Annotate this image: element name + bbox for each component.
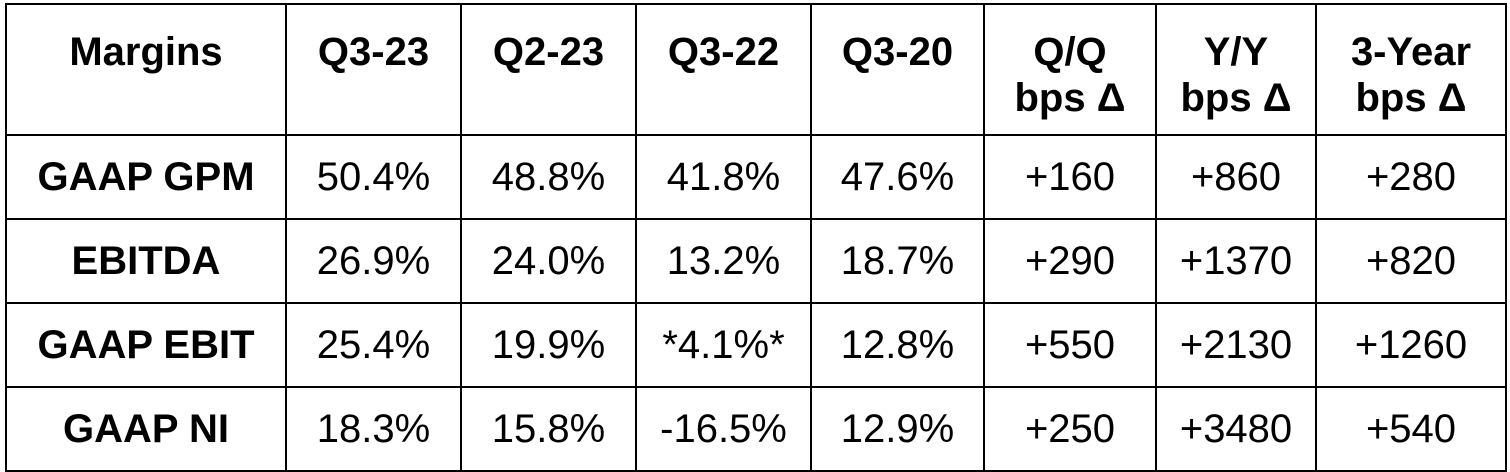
table-cell: 48.8%	[460, 134, 637, 220]
header-3year-bps: 3-Year bps Δ	[1315, 3, 1507, 136]
header-q3-23: Q3-23	[285, 3, 462, 136]
header-q3-20: Q3-20	[810, 3, 985, 136]
table-cell: +550	[983, 302, 1157, 388]
row-label: GAAP EBIT	[5, 302, 287, 388]
table-cell: +860	[1155, 134, 1317, 220]
header-label-line2: bps Δ	[1355, 76, 1467, 120]
table-cell: +1260	[1315, 302, 1507, 388]
table-cell: +250	[983, 386, 1157, 472]
row-label: GAAP GPM	[5, 134, 287, 220]
table-cell: +290	[983, 218, 1157, 304]
table-row: GAAP EBIT 25.4% 19.9% *4.1%* 12.8% +550 …	[5, 302, 1507, 388]
header-label: Q3-23	[317, 30, 430, 74]
header-qq-bps: Q/Q bps Δ	[983, 3, 1157, 136]
table-cell: +1370	[1155, 218, 1317, 304]
header-label: Y/Y	[1203, 30, 1269, 74]
table-cell: +2130	[1155, 302, 1317, 388]
row-label: EBITDA	[5, 218, 287, 304]
table-cell: 41.8%	[635, 134, 812, 220]
header-label: 3-Year	[1350, 30, 1472, 74]
table-cell: 18.7%	[810, 218, 985, 304]
table-cell: 26.9%	[285, 218, 462, 304]
table-cell: +3480	[1155, 386, 1317, 472]
header-q3-22: Q3-22	[635, 3, 812, 136]
table-cell: *4.1%*	[635, 302, 812, 388]
row-label: GAAP NI	[5, 386, 287, 472]
table-cell: 13.2%	[635, 218, 812, 304]
table-cell: -16.5%	[635, 386, 812, 472]
table-row: GAAP NI 18.3% 15.8% -16.5% 12.9% +250 +3…	[5, 386, 1507, 472]
table-cell: +160	[983, 134, 1157, 220]
header-label-line2: bps Δ	[1180, 76, 1292, 120]
table-row: EBITDA 26.9% 24.0% 13.2% 18.7% +290 +137…	[5, 218, 1507, 304]
header-label: Margins	[69, 30, 223, 74]
table-cell: 12.8%	[810, 302, 985, 388]
header-row: Margins Q3-23 Q2-23 Q3-22 Q3-20 Q/Q bps …	[5, 3, 1507, 136]
header-label: Q3-22	[667, 30, 780, 74]
header-yy-bps: Y/Y bps Δ	[1155, 3, 1317, 136]
header-label-line2: bps Δ	[1014, 76, 1126, 120]
header-label: Q2-23	[492, 30, 605, 74]
table-cell: 15.8%	[460, 386, 637, 472]
table-cell: 18.3%	[285, 386, 462, 472]
table-row: GAAP GPM 50.4% 48.8% 41.8% 47.6% +160 +8…	[5, 134, 1507, 220]
table-cell: 19.9%	[460, 302, 637, 388]
table-cell: 50.4%	[285, 134, 462, 220]
table-cell: 12.9%	[810, 386, 985, 472]
header-margins: Margins	[5, 3, 287, 136]
table-cell: +280	[1315, 134, 1507, 220]
margins-table: Margins Q3-23 Q2-23 Q3-22 Q3-20 Q/Q bps …	[5, 3, 1507, 472]
header-label: Q3-20	[841, 30, 954, 74]
table-cell: 24.0%	[460, 218, 637, 304]
table-cell: 25.4%	[285, 302, 462, 388]
table-cell: 47.6%	[810, 134, 985, 220]
header-q2-23: Q2-23	[460, 3, 637, 136]
header-label: Q/Q	[1033, 30, 1107, 74]
table-cell: +820	[1315, 218, 1507, 304]
table-cell: +540	[1315, 386, 1507, 472]
